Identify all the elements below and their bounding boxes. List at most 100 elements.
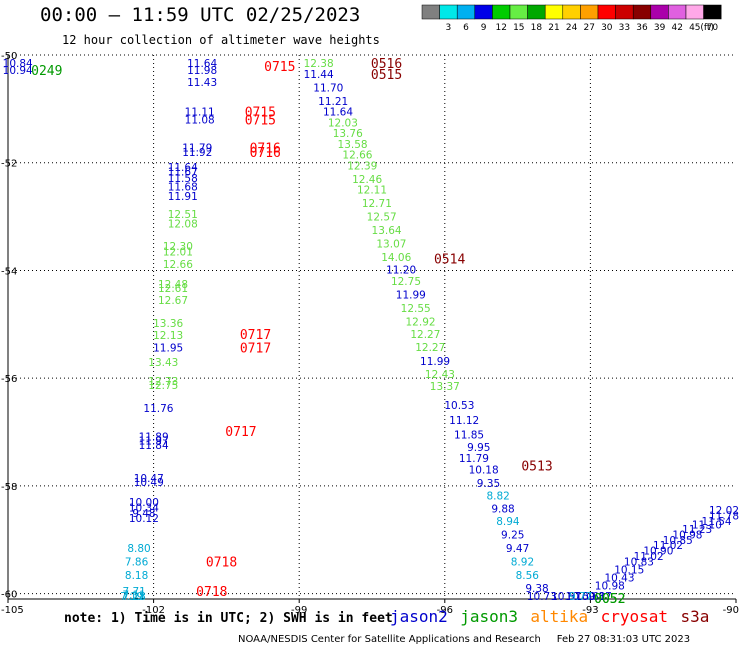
data-point-label: 10.94 — [3, 65, 33, 77]
color-scale-label: 30 — [601, 23, 613, 33]
data-point-label: 13.64 — [372, 225, 402, 237]
page-title: 00:00 – 11:59 UTC 02/25/2023 — [40, 4, 361, 26]
data-point-label: 10.00 — [129, 497, 159, 509]
data-point-label: 13.76 — [333, 128, 363, 140]
color-scale-unit: (ft) — [700, 23, 714, 33]
data-point-label: 11.44 — [304, 69, 334, 81]
data-point-label: 12.66 — [163, 259, 193, 271]
data-point-label: 8.94 — [496, 516, 520, 528]
data-point-label: 7.71 — [122, 586, 145, 598]
data-point-label: 11.92 — [182, 147, 212, 159]
data-point-label: 12.11 — [357, 185, 387, 197]
satellite-legend-s3a: s3a — [680, 607, 710, 626]
color-scale-swatch — [456, 4, 476, 20]
data-point-label: 12.67 — [158, 295, 188, 307]
color-scale-label: 12 — [495, 23, 506, 33]
time-annotation: 0516 — [371, 57, 402, 72]
data-point-label: 11.23 — [682, 524, 712, 536]
data-point-label: 10.12 — [129, 513, 159, 525]
data-point-label: 11.08 — [185, 115, 215, 127]
data-point-label: 10.61 — [575, 591, 605, 603]
data-point-label: 11.64 — [323, 107, 353, 119]
x-tick-label: -99 — [291, 605, 307, 616]
data-point-label: 10.18 — [469, 465, 499, 477]
color-scale-label: 36 — [636, 23, 648, 33]
data-point-label: 11.98 — [187, 65, 217, 77]
data-point-label: 9.25 — [501, 529, 524, 541]
data-point-label: 11.64 — [168, 162, 198, 174]
time-annotations: 0249 071507150715071607160717071707170718… — [31, 57, 625, 607]
y-tick-label: -56 — [1, 374, 17, 385]
data-point-label: 9.48 — [132, 508, 155, 520]
data-point-label: 11.76 — [143, 403, 173, 415]
data-point-label: 12.01 — [163, 247, 193, 259]
source-text: NOAA/NESDIS Center for Satellite Applica… — [238, 634, 541, 645]
data-point-label: 11.02 — [653, 540, 683, 552]
data-point-label: 8.80 — [127, 543, 150, 555]
chart-axes: -105 -102 -99 -96 -93 -90 -50 -52 -54 -56 -58 -60 — [1, 51, 739, 616]
data-point-label: 11.79 — [182, 143, 212, 155]
data-point-label: 11.68 — [168, 181, 198, 193]
data-point-label: 11.84 — [139, 440, 169, 452]
time-annotation: 0718 — [206, 555, 237, 570]
time-annotation: 0052 — [594, 592, 625, 607]
color-scale-label: 33 — [619, 23, 630, 33]
data-point-label: 13.58 — [338, 139, 368, 151]
data-point-label: 12.57 — [367, 212, 397, 224]
data-point-label: 9.77 — [569, 591, 592, 603]
color-scale-label: 70 — [707, 23, 719, 33]
data-point-label: 10.98 — [595, 581, 625, 593]
data-point-label: 8.18 — [125, 570, 148, 582]
time-annotation: 0716 — [250, 142, 281, 157]
satellite-legend-cryosat: cryosat — [600, 607, 669, 626]
data-point-label: 11.89 — [139, 431, 169, 443]
color-scale-label: 42 — [671, 23, 682, 33]
data-point-label: 10.53 — [444, 400, 474, 412]
page-subtitle: 12 hour collection of altimeter wave hei… — [62, 33, 380, 47]
data-point-label: 11.54 — [702, 516, 732, 528]
color-scale-label: 18 — [531, 23, 543, 33]
color-scale-label: 24 — [566, 23, 578, 33]
data-point-label: 12.75 — [148, 380, 178, 392]
color-scale-swatch — [421, 4, 440, 20]
time-annotation: 0052 — [594, 592, 625, 607]
data-point-label: 9.47 — [506, 543, 529, 555]
data-point-label: 12.13 — [153, 330, 183, 342]
data-point-label: 13.36 — [153, 318, 183, 330]
data-point-label: 12.27 — [415, 342, 445, 354]
data-point-label: 12.75 — [391, 276, 421, 288]
data-point-label: 12.71 — [362, 198, 392, 210]
data-point-label: 8.92 — [511, 556, 534, 568]
data-point-label: 11.91 — [168, 191, 198, 203]
footer-note: note: 1) Time is in UTC; 2) SWH is in fe… — [64, 611, 393, 626]
color-scale-swatch — [668, 4, 687, 20]
color-scale-swatch — [562, 4, 581, 20]
data-point-label: 11.79 — [459, 453, 489, 465]
time-annotation: 0513 — [521, 459, 552, 474]
data-point-label: 12.08 — [168, 219, 198, 231]
data-point-label: 10.90 — [643, 546, 673, 558]
satellite-legend-altika: altika — [530, 607, 589, 626]
data-point-label: 7.19 — [120, 591, 143, 603]
data-point-label: 9.88 — [491, 504, 514, 516]
data-point-label: 13.37 — [430, 381, 460, 393]
color-scale-label: 21 — [548, 23, 559, 33]
y-tick-label: -52 — [1, 159, 17, 170]
data-point-label: 11.99 — [420, 356, 450, 368]
data-point-label: 7.86 — [125, 556, 149, 568]
time-annotation: 0717 — [225, 425, 256, 440]
color-scale-swatch — [650, 4, 669, 20]
data-point-label: 11.02 — [634, 551, 664, 563]
data-point-label: 10.34 — [129, 502, 159, 514]
data-point-label: 11.78 — [709, 511, 739, 523]
data-point-label: 10.73 — [527, 591, 557, 603]
color-scale-label: 27 — [583, 23, 594, 33]
color-scale-swatch — [685, 4, 704, 20]
data-point-label: 11.67 — [168, 166, 198, 178]
color-scale-legend: 3 6 9 12 15 18 21 24 27 30 33 36 39 42 45 70(ft) — [421, 4, 722, 33]
data-point-label: 11.95 — [153, 342, 183, 354]
data-point-label: 11.64 — [187, 58, 217, 70]
data-point-label: 12.51 — [168, 209, 198, 221]
satellite-legend-jason2: jason2 — [390, 607, 448, 626]
